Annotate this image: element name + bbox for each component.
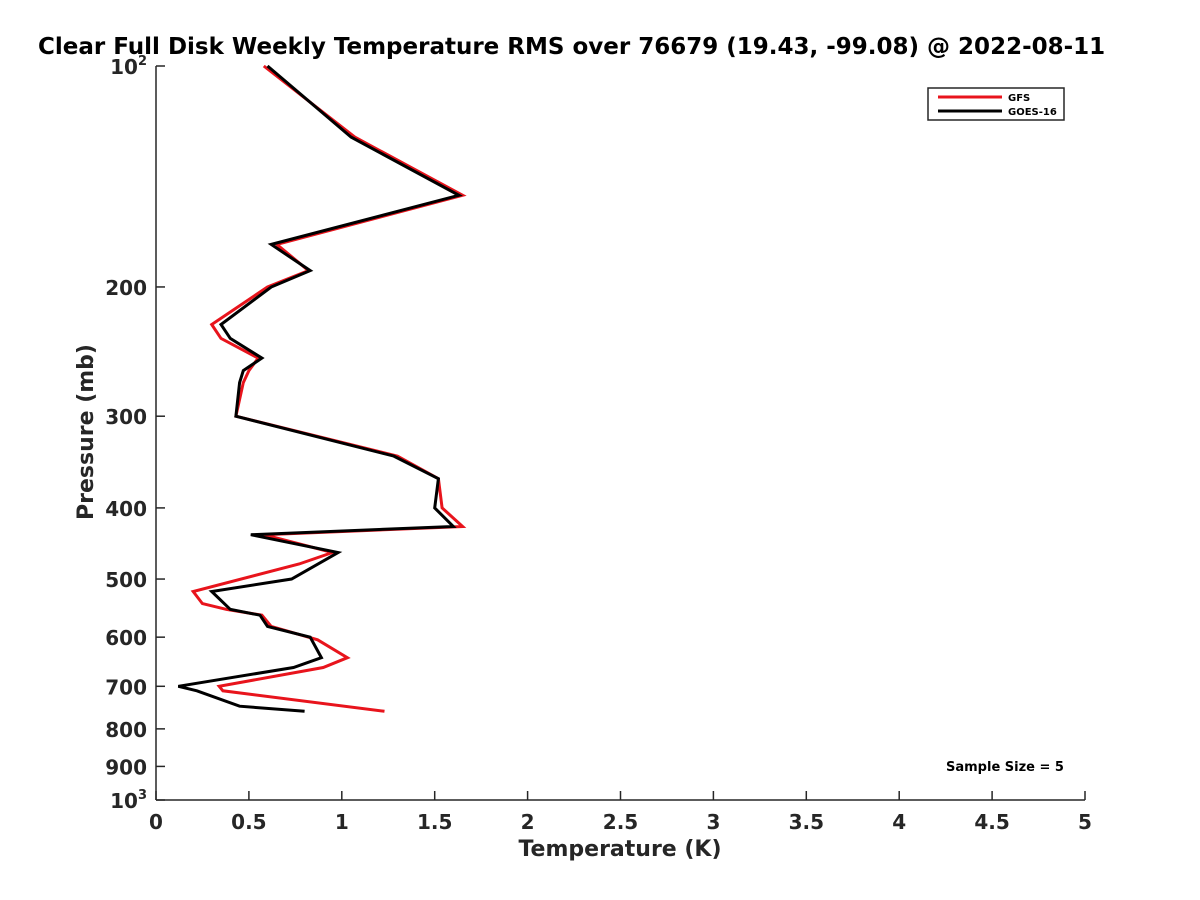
x-tick-label: 3	[706, 810, 720, 834]
series-layer	[177, 64, 467, 713]
axes-layer: 0 0.5 1 1.5 2 2.5 3 3.5 4 4.5 5 102 200 300 400 500 600 7…	[105, 54, 1092, 834]
x-tick-label: 2.5	[603, 810, 638, 834]
x-tick-label: 4.5	[974, 810, 1009, 834]
y-axis-label: Pressure (mb)	[74, 344, 99, 520]
series-line-goes-16	[177, 64, 463, 713]
sample-size-annotation: Sample Size = 5	[946, 760, 1064, 775]
legend-label-goes-16: GOES-16	[1008, 107, 1057, 118]
y-tick-label: 500	[105, 568, 147, 592]
legend: GFS GOES-16	[927, 87, 1065, 121]
y-tick-label: 103	[110, 788, 147, 813]
y-tick-label: 400	[105, 497, 147, 521]
legend-label-gfs: GFS	[1008, 93, 1030, 104]
x-axis-label: Temperature (K)	[518, 837, 721, 862]
y-tick-label: 800	[105, 718, 147, 742]
x-tick-label: 2	[521, 810, 535, 834]
y-tick-label: 300	[105, 405, 147, 429]
x-tick-label: 1	[335, 810, 349, 834]
x-tick-label: 4	[892, 810, 906, 834]
x-tick-label: 1.5	[417, 810, 452, 834]
y-tick-label: 900	[105, 755, 147, 779]
x-tick-label: 3.5	[789, 810, 824, 834]
y-tick-label: 200	[105, 276, 147, 300]
y-tick-label: 600	[105, 626, 147, 650]
y-tick-label: 102	[110, 54, 147, 79]
y-tick-label: 700	[105, 675, 147, 699]
chart-title: Clear Full Disk Weekly Temperature RMS o…	[38, 34, 1105, 60]
x-tick-label: 0	[149, 810, 163, 834]
legend-box	[927, 87, 1065, 121]
x-tick-label: 5	[1078, 810, 1092, 834]
x-tick-label: 0.5	[231, 810, 266, 834]
